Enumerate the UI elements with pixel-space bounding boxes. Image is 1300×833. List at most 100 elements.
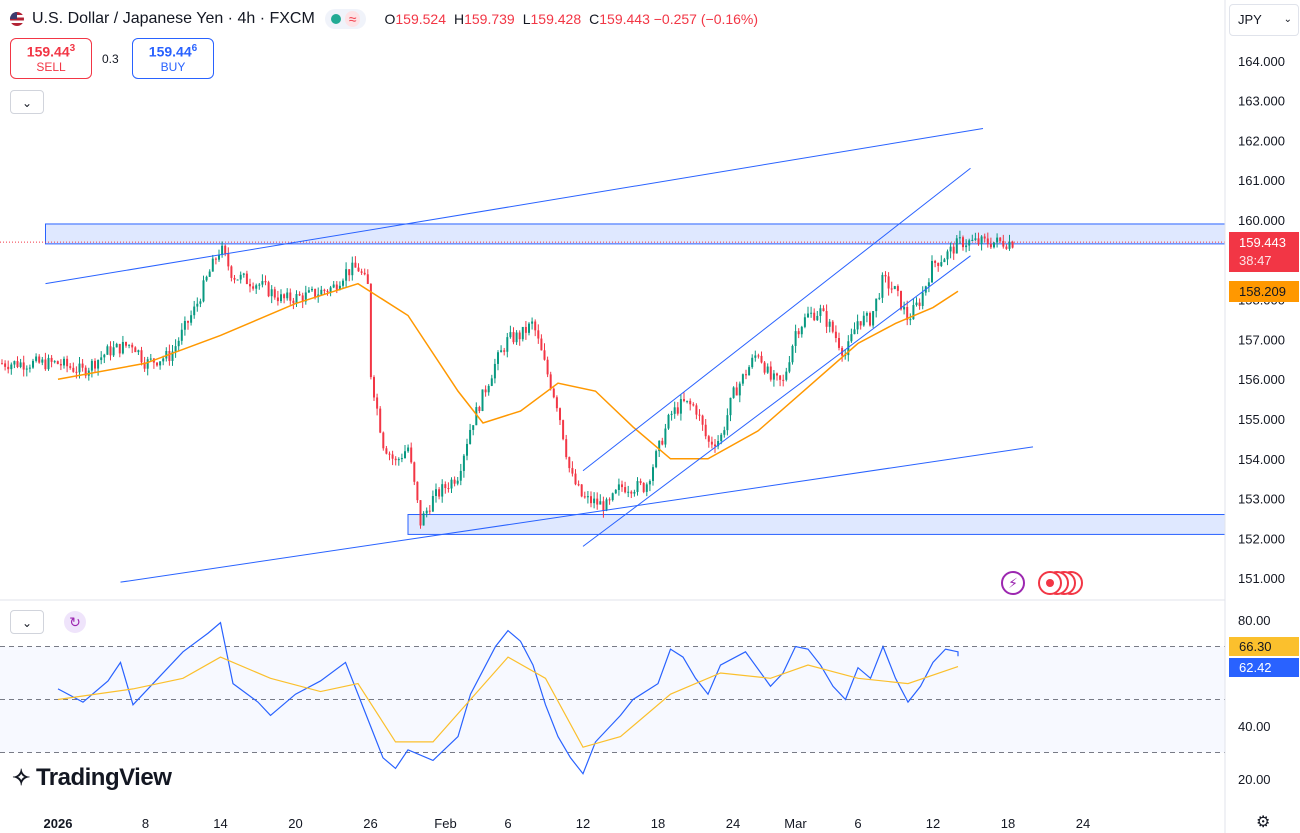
candle-body	[146, 359, 149, 369]
candle-body	[230, 266, 233, 278]
candle-body	[683, 399, 685, 401]
candle-body	[738, 383, 741, 396]
candle-body	[838, 338, 840, 348]
x-axis-tick: Mar	[784, 816, 807, 831]
candle-body	[807, 313, 809, 318]
tradingview-logo-icon: ✧	[12, 765, 30, 790]
candle-body	[695, 405, 698, 415]
candle-body	[214, 258, 217, 260]
collapse-rsi-legend-button[interactable]: ⌄	[10, 610, 44, 634]
candle-body	[803, 317, 806, 327]
candle-body	[106, 346, 109, 355]
refresh-icon[interactable]: ↻	[64, 611, 86, 633]
candle-body	[413, 462, 416, 482]
symbol-title[interactable]: U.S. Dollar / Japanese Yen · 4h · FXCM	[32, 10, 315, 27]
candle-body	[655, 451, 658, 468]
candle-body	[645, 484, 648, 492]
candle-body	[475, 407, 478, 426]
candle-body	[366, 274, 369, 284]
candle-body	[422, 513, 425, 526]
candle-body	[342, 280, 344, 286]
candle-body	[915, 302, 918, 306]
candle-body	[878, 297, 881, 299]
candle-body	[717, 441, 720, 447]
candle-body	[183, 320, 186, 330]
candle-body	[255, 285, 258, 289]
candle-body	[1002, 240, 1005, 247]
candle-body	[134, 347, 137, 353]
chart-header: U.S. Dollar / Japanese Yen · 4h · FXCM ≈…	[10, 8, 758, 30]
candle-body	[394, 458, 397, 461]
candle-body	[59, 363, 62, 366]
candle-body	[689, 400, 692, 405]
candle-body	[13, 361, 16, 365]
candle-body	[593, 498, 596, 504]
candle-body	[825, 311, 828, 327]
candle-body	[509, 332, 512, 338]
candle-body	[596, 498, 599, 505]
y-axis-tick: 156.000	[1238, 372, 1285, 387]
candle-body	[41, 359, 44, 363]
candle-body	[32, 360, 34, 368]
candle-body	[732, 387, 735, 398]
candle-body	[252, 286, 255, 289]
candle-body	[90, 360, 93, 371]
candle-body	[943, 259, 946, 263]
candle-body	[896, 286, 899, 291]
candle-body	[338, 285, 341, 290]
candle-body	[478, 407, 481, 412]
candle-body	[332, 284, 335, 288]
candle-body	[227, 253, 230, 267]
candle-body	[614, 489, 617, 494]
candle-body	[249, 284, 251, 287]
x-axis-tick: 2026	[44, 816, 73, 831]
candle-body	[946, 251, 949, 260]
candle-body	[196, 303, 199, 307]
last-price-value: 159.443	[1239, 235, 1286, 250]
rsi-axis-tick: 80.00	[1238, 613, 1271, 628]
collapse-legend-button[interactable]: ⌄	[10, 90, 44, 114]
candle-body	[503, 350, 506, 352]
candle-body	[326, 290, 329, 293]
candle-body	[586, 496, 589, 498]
candle-body	[242, 273, 245, 275]
gear-icon[interactable]: ⚙	[1256, 814, 1271, 831]
candle-body	[751, 357, 754, 368]
candle-body	[723, 430, 726, 435]
candle-body	[524, 326, 527, 333]
candle-body	[348, 269, 351, 276]
x-axis-tick: 6	[504, 816, 511, 831]
candle-body	[490, 378, 493, 386]
candle-body	[822, 308, 825, 312]
candle-body	[881, 274, 884, 298]
candle-body	[996, 237, 999, 243]
candle-body	[283, 294, 286, 299]
candle-body	[999, 237, 1002, 241]
rsi-axis-tick: 20.00	[1238, 772, 1271, 787]
candle-body	[884, 274, 887, 277]
buy-button[interactable]: 159.446 BUY	[132, 38, 214, 79]
market-status[interactable]: ≈	[324, 9, 367, 29]
candle-body	[66, 358, 69, 367]
candle-body	[156, 362, 158, 366]
candle-body	[630, 491, 633, 494]
candle-body	[425, 510, 428, 514]
currency-selector[interactable]: JPY ⌄	[1229, 4, 1299, 36]
candle-body	[69, 366, 72, 368]
candle-body	[568, 457, 571, 469]
sell-button[interactable]: 159.443 SELL	[10, 38, 92, 79]
candle-body	[50, 357, 53, 362]
candle-body	[797, 331, 800, 335]
candle-body	[887, 276, 890, 289]
candle-body	[81, 363, 84, 368]
candle-body	[245, 273, 248, 285]
candle-body	[270, 289, 273, 297]
bar-countdown: 38:47	[1239, 253, 1272, 268]
support-resistance-zone	[45, 223, 1226, 245]
candle-body	[97, 360, 100, 369]
candle-body	[292, 300, 295, 304]
candle-body	[611, 493, 614, 501]
rsi-ma-line	[57, 656, 959, 748]
x-axis-tick: 24	[726, 816, 740, 831]
